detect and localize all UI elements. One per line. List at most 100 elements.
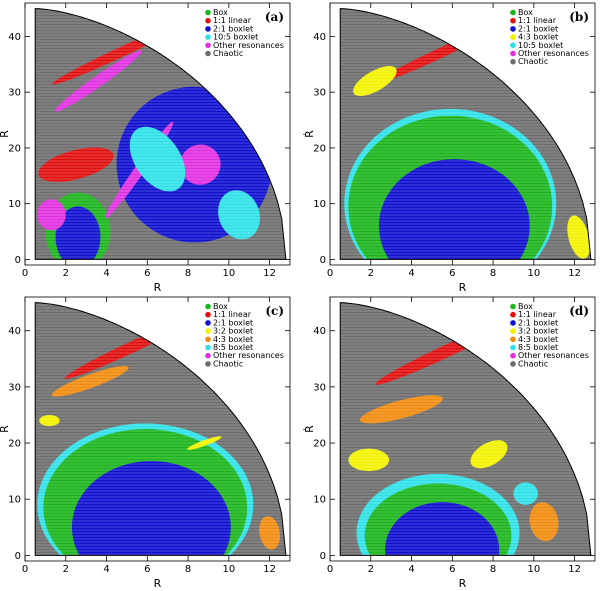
- legend-entry: 2:1 boxlet: [518, 318, 558, 327]
- legend-entry: Other resonances: [213, 351, 284, 360]
- x-tick-label: 6: [449, 564, 455, 575]
- legend-entry: Chaotic: [518, 359, 548, 368]
- orbit-region: [179, 144, 221, 185]
- x-tick-label: 10: [222, 564, 235, 575]
- legend-entry: 4:3 boxlet: [518, 335, 558, 344]
- orbit-region: [55, 206, 101, 260]
- legend-swatch: [510, 26, 516, 32]
- axes-frame: [24, 2, 291, 266]
- energy-envelope: [339, 8, 593, 260]
- orbit-region: [39, 414, 60, 427]
- x-axis-label: R: [459, 577, 467, 590]
- legend-swatch: [205, 344, 211, 351]
- y-tick-label: 20: [8, 143, 21, 154]
- legend-swatch: [205, 50, 211, 57]
- x-tick-label: 6: [144, 268, 150, 279]
- orbit-region: [567, 215, 591, 259]
- legend-swatch: [205, 34, 211, 40]
- orbit-region: [385, 502, 500, 556]
- legend-swatch: [510, 352, 516, 359]
- legend-entry: 10:5 boxlet: [518, 41, 563, 50]
- legend-entry: 1:1 linear: [518, 16, 557, 25]
- x-tick-label: 12: [568, 268, 581, 279]
- x-tick-label: 8: [490, 268, 496, 279]
- y-axis-label: Ṙ: [0, 130, 11, 138]
- legend-entry: 1:1 linear: [518, 310, 557, 319]
- x-axis-label: R: [154, 281, 162, 294]
- legend-entry: 2:1 boxlet: [213, 318, 253, 327]
- legend-entry: 1:1 linear: [213, 310, 252, 319]
- legend-swatch: [205, 361, 211, 367]
- legend-entry: Other resonances: [518, 351, 589, 360]
- y-tick-label: 10: [313, 199, 326, 210]
- orbit-region: [529, 502, 559, 542]
- legend-swatch: [510, 361, 516, 367]
- x-tick-label: 0: [327, 268, 333, 279]
- legend-swatch: [205, 303, 211, 310]
- legend-entry: 8:5 boxlet: [518, 343, 558, 352]
- legend-entry: Chaotic: [518, 57, 548, 66]
- legend-swatch: [205, 311, 211, 318]
- legend-swatch: [205, 26, 211, 32]
- orbit-region: [218, 190, 261, 240]
- x-tick-label: 10: [222, 268, 235, 279]
- legend-swatch: [510, 50, 516, 57]
- y-axis-label: Ṙ: [303, 130, 316, 138]
- energy-envelope: [34, 8, 288, 260]
- y-tick-label: 0: [320, 551, 326, 562]
- orbit-region: [71, 461, 231, 556]
- x-tick-label: 8: [185, 564, 191, 575]
- legend-swatch: [510, 58, 516, 65]
- orbit-region: [54, 50, 142, 112]
- y-tick-label: 30: [313, 88, 326, 99]
- legend-swatch: [510, 9, 516, 16]
- legend-swatch: [205, 9, 211, 16]
- y-tick-label: 40: [8, 326, 21, 337]
- legend-swatch: [510, 328, 516, 334]
- legend-swatch: [510, 34, 516, 40]
- legend-entry: 1:1 linear: [213, 16, 252, 25]
- legend-entry: Chaotic: [213, 49, 243, 58]
- panel-label: (a): [265, 10, 284, 24]
- legend-entry: Box: [518, 302, 533, 311]
- orbit-region: [470, 440, 508, 469]
- legend-entry: Other resonances: [213, 41, 284, 50]
- x-tick-label: 6: [449, 268, 455, 279]
- y-tick-label: 40: [313, 326, 326, 337]
- legend-entry: Box: [213, 8, 228, 17]
- x-tick-label: 8: [490, 564, 496, 575]
- orbit-region: [259, 516, 281, 550]
- y-tick-label: 10: [8, 199, 21, 210]
- x-tick-label: 0: [22, 564, 28, 575]
- orbit-region: [51, 365, 129, 397]
- legend-entry: Box: [213, 302, 228, 311]
- orbit-region: [513, 482, 538, 505]
- legend-entry: 8:5 boxlet: [213, 343, 253, 352]
- orbit-region: [348, 448, 390, 472]
- y-tick-label: 10: [313, 495, 326, 506]
- x-tick-label: 4: [103, 268, 109, 279]
- x-tick-label: 12: [263, 268, 276, 279]
- y-tick-label: 0: [15, 255, 21, 266]
- x-tick-label: 4: [408, 564, 414, 575]
- y-tick-label: 30: [313, 382, 326, 393]
- orbit-region: [378, 159, 530, 260]
- y-axis-label: Ṙ: [0, 425, 11, 433]
- legend-entry: Chaotic: [213, 359, 243, 368]
- legend-entry: Other resonances: [518, 49, 589, 58]
- legend-swatch: [510, 303, 516, 310]
- legend-entry: 2:1 boxlet: [518, 24, 558, 33]
- y-tick-label: 10: [8, 495, 21, 506]
- y-tick-label: 20: [313, 143, 326, 154]
- x-tick-label: 0: [22, 268, 28, 279]
- x-tick-label: 4: [103, 564, 109, 575]
- panel-label: (c): [265, 304, 284, 318]
- orbit-region: [187, 436, 222, 450]
- x-tick-label: 2: [63, 268, 69, 279]
- x-axis-label: R: [459, 281, 467, 294]
- legend-entry: 3:2 boxlet: [213, 327, 253, 336]
